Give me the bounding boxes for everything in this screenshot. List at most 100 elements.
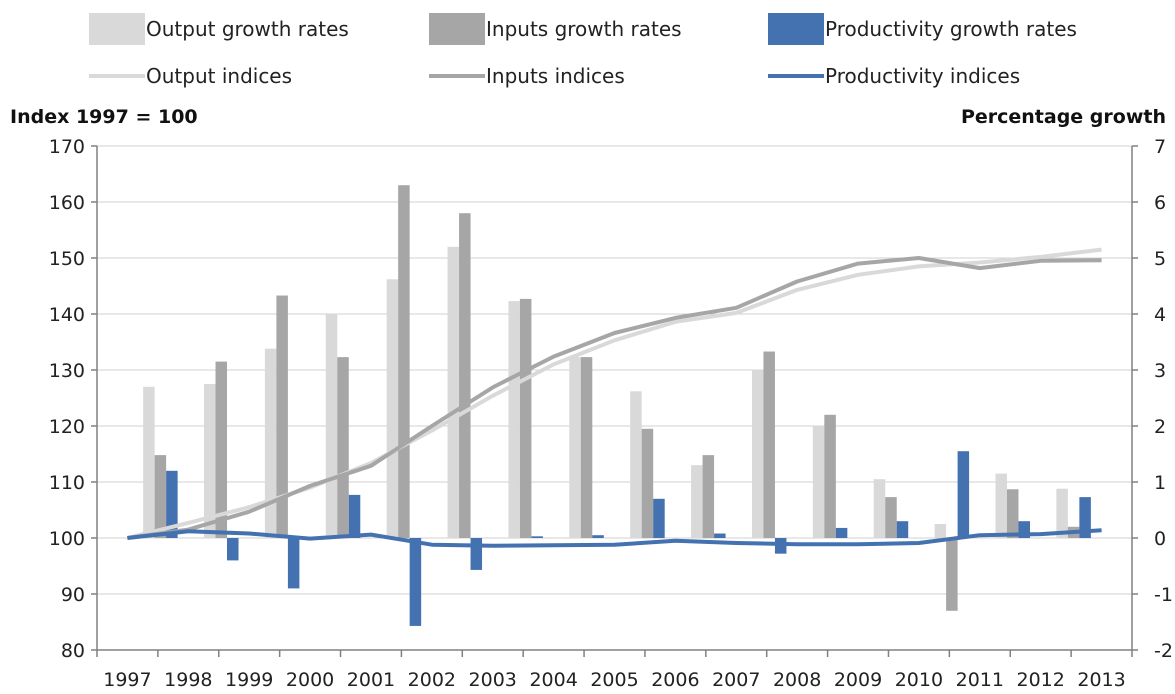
bar-productivity-growth-rates-2000: [287, 538, 300, 589]
bar-inputs-growth-rates-2011: [946, 538, 958, 611]
right-tick-label-5: 5: [1154, 248, 1166, 270]
right-tick-label-6: 6: [1154, 192, 1166, 214]
bar-output-growth-rates-2007: [691, 465, 703, 538]
legend-swatch-output-growth-rates: [89, 13, 145, 45]
left-tick-label-100: 100: [49, 528, 85, 550]
left-tick-label-130: 130: [49, 360, 85, 382]
x-tick-label-1997: 1997: [103, 669, 151, 691]
bar-inputs-growth-rates-2008: [763, 351, 775, 538]
x-tick-label-2008: 2008: [773, 669, 821, 691]
x-tick-label-2007: 2007: [712, 669, 760, 691]
right-tick-label-4: 4: [1154, 304, 1166, 326]
left-tick-label-150: 150: [49, 248, 85, 270]
bar-inputs-growth-rates-2010: [885, 497, 897, 538]
bar-inputs-growth-rates-2006: [641, 428, 654, 538]
bar-output-growth-rates-2000: [264, 348, 277, 538]
bar-productivity-growth-rates-2007: [714, 533, 726, 538]
bar-productivity-growth-rates-1998: [166, 470, 178, 538]
x-tick-label-2011: 2011: [956, 669, 1004, 691]
x-tick-label-2013: 2013: [1077, 669, 1125, 691]
x-tick-label-2002: 2002: [408, 669, 456, 691]
bar-output-growth-rates-2001: [325, 314, 338, 538]
axes: [91, 145, 1138, 657]
bar-output-growth-rates-2003: [447, 246, 460, 539]
right-tick-label-1: -1: [1154, 584, 1173, 606]
x-tick-label-2006: 2006: [651, 669, 699, 691]
bar-productivity-growth-rates-2010: [896, 521, 909, 538]
x-tick-label-1998: 1998: [164, 669, 212, 691]
line-productivity-indices: [127, 528, 1102, 548]
bar-productivity-growth-rates-2012: [1018, 521, 1030, 538]
legend-label-inputs-indices: Inputs indices: [486, 64, 625, 88]
legend-label-output-growth-rates: Output growth rates: [146, 17, 349, 41]
x-tick-label-2012: 2012: [1016, 669, 1064, 691]
gridlines: [97, 145, 1132, 651]
bar-output-growth-rates-1998: [143, 386, 155, 538]
bar-output-growth-rates-2009: [812, 426, 825, 538]
right-tick-label-3: 3: [1154, 360, 1166, 382]
left-axis-title: Index 1997 = 100: [10, 106, 198, 128]
right-axis-title: Percentage growth: [961, 106, 1166, 128]
bar-inputs-growth-rates-2001: [337, 357, 349, 538]
bar-inputs-growth-rates-1999: [215, 361, 228, 538]
bar-output-growth-rates-2002: [386, 279, 399, 538]
left-tick-label-90: 90: [61, 584, 85, 606]
right-tick-label-2: 2: [1154, 416, 1166, 438]
line-inputs-indices: [127, 256, 1102, 540]
bar-inputs-growth-rates-1998: [154, 455, 167, 538]
right-tick-label-7: 7: [1154, 136, 1166, 158]
bar-productivity-growth-rates-1999: [227, 538, 239, 561]
right-tick-label-0: 0: [1154, 528, 1166, 550]
x-tick-label-1999: 1999: [225, 669, 273, 691]
left-tick-label-80: 80: [61, 640, 85, 662]
bar-productivity-growth-rates-2005: [592, 535, 604, 538]
legend-label-productivity-indices: Productivity indices: [825, 64, 1020, 88]
bar-series: [143, 185, 1091, 626]
left-tick-label-110: 110: [49, 472, 85, 494]
legend-swatch-productivity-growth-rates: [768, 13, 824, 45]
x-tick-label-2009: 2009: [834, 669, 882, 691]
bar-inputs-growth-rates-2003: [459, 213, 471, 538]
bar-productivity-growth-rates-2004: [531, 536, 543, 538]
legend-swatch-inputs-growth-rates: [429, 13, 485, 45]
bar-inputs-growth-rates-2005: [580, 357, 593, 538]
bar-inputs-growth-rates-2000: [276, 295, 288, 538]
x-tick-label-2000: 2000: [286, 669, 334, 691]
bar-inputs-growth-rates-2012: [1006, 489, 1019, 538]
legend-label-inputs-growth-rates: Inputs growth rates: [486, 17, 682, 41]
bar-productivity-growth-rates-2013: [1079, 497, 1091, 538]
bar-output-growth-rates-2008: [751, 370, 764, 538]
right-axis-ticks: -2 -1 0 1 2 3 4 5 6 7: [1154, 136, 1173, 662]
x-axis-ticks: 1997 1998 1999 2000 2001 2002 2003 2004 2005 2006…: [103, 669, 1125, 691]
bar-productivity-growth-rates-2006: [653, 498, 665, 538]
x-tick-label-2010: 2010: [895, 669, 943, 691]
bar-inputs-growth-rates-2004: [519, 298, 532, 538]
bar-output-growth-rates-1999: [204, 384, 216, 538]
bar-inputs-growth-rates-2009: [824, 414, 836, 538]
bar-productivity-growth-rates-2009: [835, 527, 848, 538]
right-tick-label-1: 1: [1154, 472, 1166, 494]
bar-output-growth-rates-2013: [1056, 488, 1068, 538]
line-series: [126, 247, 1102, 548]
legend-label-productivity-growth-rates: Productivity growth rates: [825, 17, 1077, 41]
bar-output-growth-rates-2006: [630, 391, 642, 538]
bar-output-growth-rates-2010: [873, 479, 886, 538]
left-axis-ticks: 80 90 100 110 120 130 140 150 160 170: [49, 136, 85, 662]
x-tick-label-2005: 2005: [590, 669, 638, 691]
bar-output-growth-rates-2011: [934, 524, 947, 538]
bar-inputs-growth-rates-2007: [702, 455, 715, 538]
bar-output-growth-rates-2012: [995, 473, 1007, 538]
x-tick-label-2001: 2001: [347, 669, 395, 691]
left-tick-label-170: 170: [49, 136, 85, 158]
legend: Output growth rates Inputs growth rates …: [89, 13, 1077, 88]
bar-productivity-growth-rates-2003: [470, 538, 483, 570]
x-tick-label-2004: 2004: [529, 669, 577, 691]
bar-output-growth-rates-2005: [569, 357, 581, 538]
legend-label-output-indices: Output indices: [146, 64, 292, 88]
bar-productivity-growth-rates-2001: [348, 494, 361, 538]
left-tick-label-160: 160: [49, 192, 85, 214]
bar-inputs-growth-rates-2002: [398, 185, 410, 538]
right-tick-label-2: -2: [1154, 640, 1173, 662]
bar-productivity-growth-rates-2002: [409, 538, 422, 626]
